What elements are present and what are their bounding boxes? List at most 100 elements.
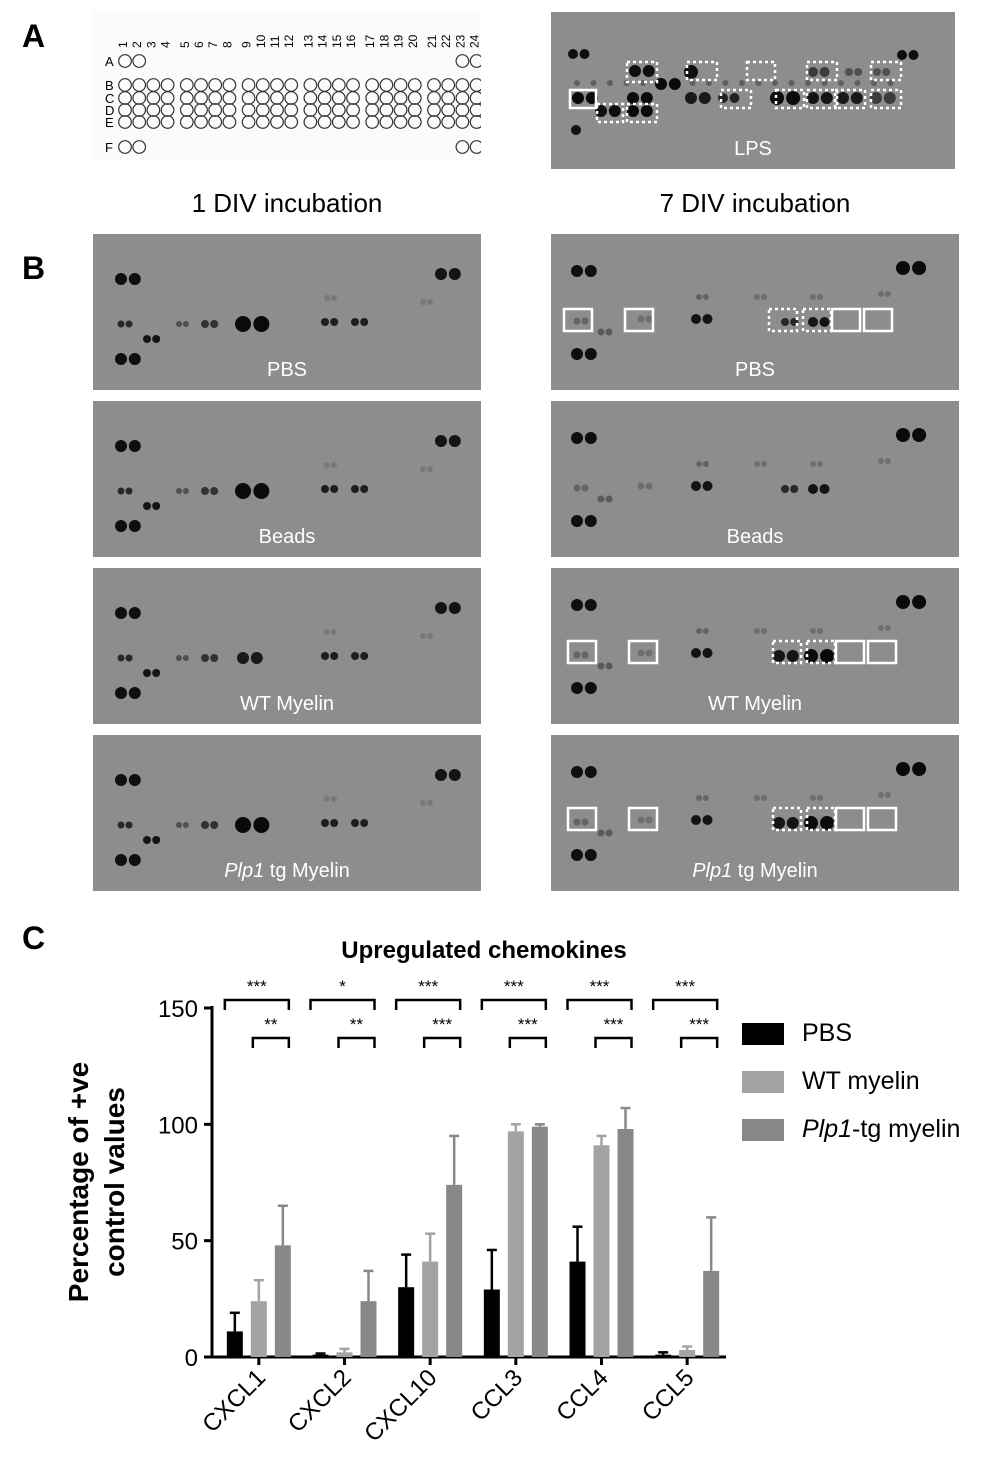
bar [274, 1245, 291, 1357]
blot-spot [691, 481, 701, 491]
blot-spot [253, 817, 270, 833]
blot-spot [722, 80, 729, 86]
array-spot-outline [407, 91, 422, 105]
significance-bracket [309, 998, 376, 1010]
blot-label: Plp1 tg Myelin [692, 860, 818, 882]
blot-spot [696, 294, 702, 300]
blot-spot [819, 67, 830, 77]
blot-spot [755, 80, 762, 86]
blot-spot [117, 487, 125, 495]
array-spot-outline [194, 91, 208, 105]
blot-spot [117, 654, 125, 662]
array-spot-outline [455, 140, 470, 154]
significance-stars: * [339, 977, 346, 996]
bar [703, 1270, 720, 1357]
array-spot-outline [132, 78, 147, 92]
significance-bracket [422, 1036, 462, 1048]
blot-spot [210, 654, 219, 662]
blot-spot [819, 317, 830, 327]
significance-stars: *** [418, 977, 438, 996]
blot-spot [584, 766, 597, 778]
blot-spot [645, 816, 653, 824]
x-tick-label: CCL3 [466, 1364, 528, 1426]
dashed-highlight-box [719, 88, 753, 110]
significance-bracket [480, 998, 548, 1010]
blot-spot [810, 795, 816, 801]
blot-spot [581, 651, 589, 659]
array-spot-outline [132, 140, 147, 154]
blot-spot [854, 68, 863, 76]
blot-spot [605, 495, 613, 503]
blot-spot [884, 792, 891, 798]
blot-spot [128, 687, 141, 699]
array-spot-outline [379, 115, 394, 129]
array-spot-outline [365, 103, 380, 117]
blot-spot [152, 669, 161, 677]
array-spot-outline [469, 91, 484, 105]
blot-spot [426, 466, 433, 472]
blot-spot [579, 49, 590, 59]
array-spot-outline [146, 103, 161, 117]
blot-spot [605, 328, 613, 336]
blot-7div-beads: Beads [551, 401, 959, 557]
bar [507, 1131, 524, 1357]
panel-label-b: B [22, 250, 46, 286]
blot-label: Beads [726, 526, 784, 548]
blot-spot [571, 599, 583, 611]
blot-spot [426, 800, 433, 806]
blot-7div-wt-myelin: WT Myelin [551, 568, 959, 724]
array-spot-outline [331, 91, 346, 105]
dashed-highlight-box [869, 88, 903, 110]
dashed-highlight-box [771, 806, 803, 832]
blot-spot [908, 50, 919, 60]
blot-spot [685, 92, 697, 104]
blot-spot [629, 65, 641, 77]
array-spot-outline [379, 78, 394, 92]
array-spot-outline [270, 91, 284, 105]
blot-spot [816, 461, 823, 467]
blot-spot [360, 819, 369, 827]
array-column-label: 19 [392, 34, 406, 48]
blot-spot [597, 829, 605, 837]
blot-spot [125, 320, 133, 328]
y-tick-label: 0 [185, 1345, 198, 1372]
array-spot-outline [427, 115, 441, 129]
blot-spot [896, 595, 910, 609]
array-spot-outline [118, 115, 132, 129]
array-spot-outline [255, 115, 270, 129]
dashed-highlight-box [833, 88, 867, 110]
blot-spot [235, 817, 251, 833]
blot-spot [706, 80, 712, 86]
panel-label-c: C [22, 920, 46, 956]
blot-spot [854, 80, 861, 86]
blot-spot [324, 796, 330, 802]
blot-spot [584, 515, 597, 527]
array-spot-outline [160, 103, 175, 117]
array-spot-outline [346, 103, 360, 117]
blot-spot [873, 68, 881, 76]
blot-spot [760, 628, 767, 634]
blot-7div-plp1-myelin: Plp1 tg Myelin [551, 735, 959, 891]
array-spot-outline [365, 78, 380, 92]
array-spot-outline [255, 91, 270, 105]
blot-spot [128, 273, 141, 285]
blot-spot [128, 854, 141, 866]
array-column-label: 18 [377, 34, 391, 48]
bar [617, 1128, 634, 1357]
array-spot-outline [455, 91, 470, 105]
blot-spot [571, 432, 583, 444]
blot-spot [573, 818, 581, 826]
blot-spot [645, 482, 653, 490]
dashed-highlight-box [869, 60, 903, 82]
blot-spot [321, 652, 329, 660]
blot-spot [696, 795, 702, 801]
blot-spot [887, 80, 894, 86]
blot-spot [819, 484, 830, 494]
blot-spot [816, 795, 823, 801]
array-spot-outline [208, 91, 223, 105]
array-column-label: 17 [363, 34, 377, 48]
array-column-label: 24 [468, 34, 481, 48]
highlight-box [834, 806, 866, 832]
array-column-label: 23 [453, 34, 467, 48]
blot-spot [640, 92, 653, 104]
